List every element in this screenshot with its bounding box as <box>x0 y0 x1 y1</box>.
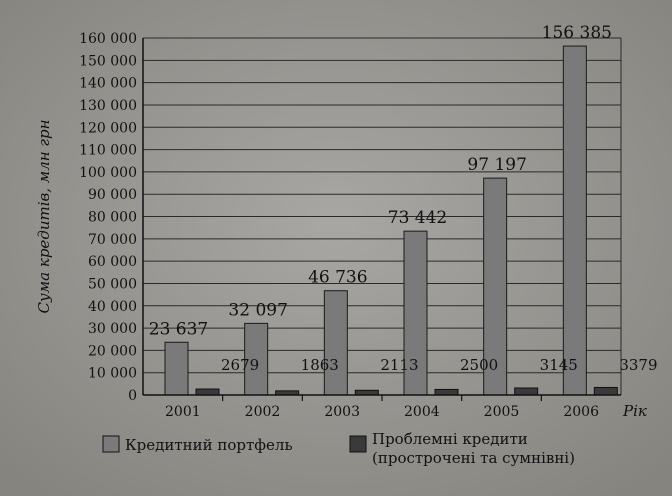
x-tick-label: 2006 <box>563 404 599 420</box>
y-tick-label: 70 000 <box>88 232 137 248</box>
y-tick-label: 10 000 <box>88 366 137 382</box>
data-label-portfolio-2003: 46 736 <box>308 268 367 288</box>
y-tick-label: 110 000 <box>79 143 137 159</box>
data-label-problem-loans-2001: 2679 <box>221 356 259 374</box>
x-tick-label: 2004 <box>404 404 440 420</box>
x-axis-tick-labels: 2001 2002 2003 2004 2005 2006 <box>165 395 599 420</box>
x-tick-label: 2003 <box>324 404 360 420</box>
y-tick-label: 80 000 <box>88 210 137 226</box>
y-tick-label: 50 000 <box>88 276 137 292</box>
data-label-problem-loans-2003: 2113 <box>380 356 418 374</box>
y-tick-label: 90 000 <box>88 187 137 203</box>
x-tick-label: 2005 <box>484 404 520 420</box>
legend-label-problem-loans-line1: Проблемні кредити <box>372 430 528 448</box>
y-tick-label: 130 000 <box>79 98 137 114</box>
y-tick-label: 140 000 <box>79 76 137 92</box>
data-label-problem-loans-2005: 3145 <box>540 356 578 374</box>
bar-portfolio-2001 <box>164 341 189 396</box>
x-tick-label: 2001 <box>165 404 201 420</box>
y-axis-tick-labels: 0 10 000 20 000 30 000 40 000 50 000 60 000 70 … <box>79 31 137 404</box>
y-tick-label: 100 000 <box>79 165 137 181</box>
legend-label-portfolio: Кредитний портфель <box>125 436 293 454</box>
legend-swatch-portfolio <box>102 435 120 453</box>
bar-problem-loans-2001 <box>195 388 220 396</box>
legend-label-problem-loans-line2: (прострочені та сумнівні) <box>372 449 575 467</box>
bars <box>164 45 618 396</box>
bar-problem-loans-2006 <box>593 386 618 396</box>
legend: Кредитний портфель Проблемні кредити (пр… <box>102 430 575 467</box>
y-tick-label: 40 000 <box>88 299 137 315</box>
y-tick-label: 0 <box>128 388 137 404</box>
data-label-portfolio-2001: 23 637 <box>149 319 208 339</box>
x-tick-label: 2002 <box>245 404 281 420</box>
data-label-problem-loans-2004: 2500 <box>460 356 498 374</box>
data-label-problem-loans-2002: 1863 <box>301 356 339 374</box>
legend-swatch-problem-loans <box>349 435 367 453</box>
data-labels: 23 637 2679 32 097 1863 46 736 2113 73 442 2500… <box>149 23 658 374</box>
data-label-problem-loans-2006: 3379 <box>619 356 657 374</box>
bar-problem-loans-2005 <box>514 387 539 396</box>
y-tick-label: 20 000 <box>88 343 137 359</box>
y-tick-label: 120 000 <box>79 120 137 136</box>
y-axis-title: Сума кредитів, млн грн <box>35 120 53 314</box>
data-label-portfolio-2004: 73 442 <box>388 208 447 228</box>
x-axis-title: Рік <box>622 402 647 420</box>
bar-portfolio-2003 <box>323 290 348 396</box>
gridlines <box>143 37 622 395</box>
y-tick-label: 30 000 <box>88 321 137 337</box>
y-tick-label: 160 000 <box>79 31 137 47</box>
y-tick-label: 150 000 <box>79 53 137 69</box>
bar-portfolio-2006 <box>562 45 587 396</box>
data-label-portfolio-2006: 156 385 <box>542 23 612 43</box>
data-label-portfolio-2005: 97 197 <box>467 155 526 175</box>
bar-problem-loans-2004 <box>434 388 459 396</box>
y-tick-label: 60 000 <box>88 254 137 270</box>
data-label-portfolio-2002: 32 097 <box>228 300 287 320</box>
